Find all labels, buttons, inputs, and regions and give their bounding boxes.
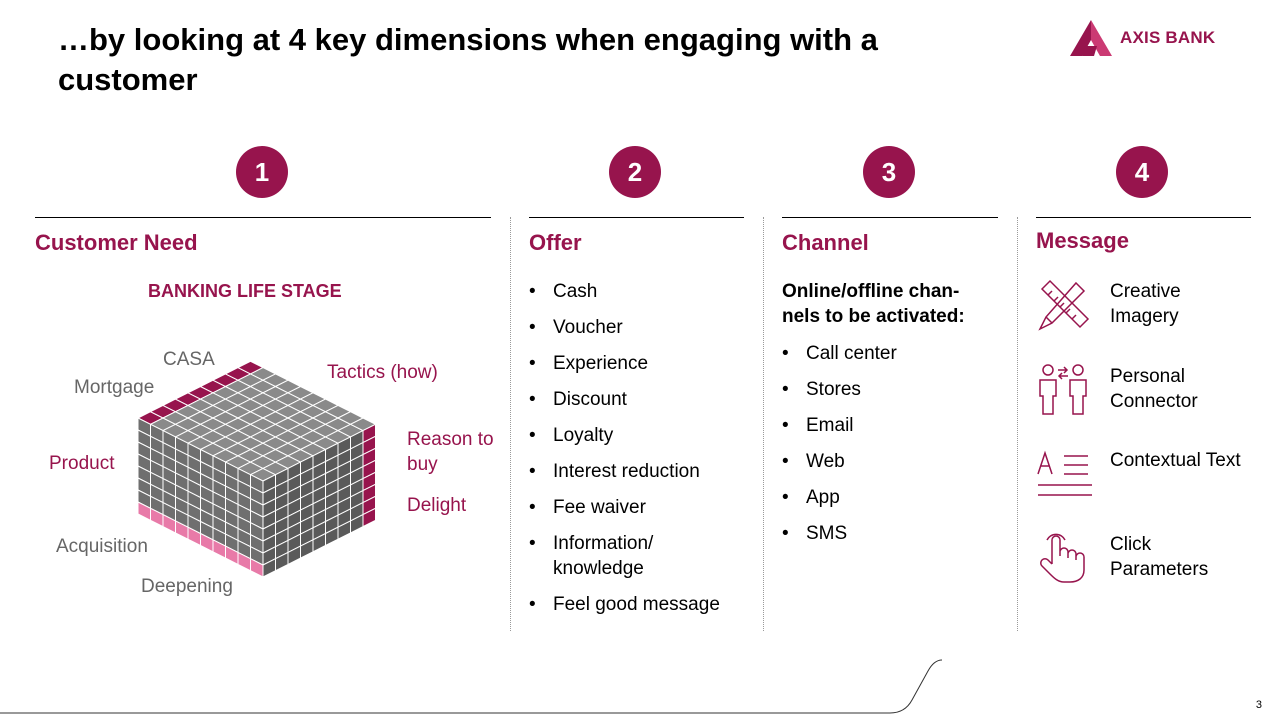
channel-item: App — [782, 485, 982, 510]
cube-label-product: Product — [49, 453, 115, 474]
cube-cell — [362, 507, 376, 528]
customer-need-heading: Customer Need — [35, 230, 198, 255]
number-badge-3: 3 — [863, 146, 915, 198]
offer-item: Fee waiver — [529, 495, 749, 520]
offer-item: Experience — [529, 351, 749, 376]
channel-item: Web — [782, 449, 982, 474]
hand-click-icon — [1040, 533, 1085, 583]
people-exchange-icon — [1039, 364, 1087, 415]
text-lines-icon — [1037, 450, 1092, 496]
channel-item: Call center — [782, 341, 982, 366]
channel-item: Stores — [782, 377, 982, 402]
message-item-label: Click Parameters — [1110, 534, 1209, 580]
page-number: 3 — [1255, 699, 1262, 711]
column-rule-4 — [1036, 217, 1251, 218]
banking-life-stage-label: BANKING LIFE STAGE — [148, 281, 342, 301]
column-rule-2 — [529, 217, 744, 218]
number-badge-1: 1 — [236, 146, 288, 198]
channel-intro: Online/offline chan-nels to be activated… — [782, 281, 965, 327]
cube-label-reason: Reason to buy — [407, 429, 494, 475]
offer-item: Discount — [529, 387, 749, 412]
offer-item: Feel good message — [529, 592, 749, 617]
offer-list: Cash Voucher Experience Discount Loyalty Inte… — [529, 279, 749, 628]
channel-item: Email — [782, 413, 982, 438]
channel-heading: Channel — [782, 230, 869, 255]
cube-label-tactics: Tactics (how) — [327, 362, 438, 383]
cube-label-acquisition: Acquisition — [56, 536, 148, 557]
cube-label-deepening: Deepening — [141, 576, 233, 597]
number-badge-2: 2 — [609, 146, 661, 198]
message-item-label: Personal Connector — [1110, 366, 1198, 412]
pencil-ruler-icon — [1038, 279, 1090, 331]
offer-item: Information/ knowledge — [529, 531, 749, 581]
cube-label-delight: Delight — [407, 495, 467, 516]
message-heading: Message — [1036, 228, 1129, 253]
message-item-label: Creative Imagery — [1110, 281, 1181, 327]
axis-bank-logo-icon — [1070, 20, 1112, 56]
number-badge-4: 4 — [1116, 146, 1168, 198]
offer-item: Cash — [529, 279, 749, 304]
offer-item: Voucher — [529, 315, 749, 340]
cube-label-mortgage: Mortgage — [74, 377, 155, 398]
channel-list: Call center Stores Email Web App SMS — [782, 341, 982, 557]
channel-item: SMS — [782, 521, 982, 546]
axis-bank-logo: AXIS BANK — [1070, 20, 1215, 56]
banking-life-stage-cube — [136, 360, 377, 578]
cube-label-casa: CASA — [163, 349, 215, 370]
offer-item: Loyalty — [529, 423, 749, 448]
column-rule-3 — [782, 217, 998, 218]
slide-title: …by looking at 4 key dimensions when eng… — [58, 22, 878, 97]
offer-item: Interest reduction — [529, 459, 749, 484]
column-divider — [1017, 217, 1018, 631]
logo-text: AXIS BANK — [1120, 28, 1216, 47]
footer-swoosh — [0, 659, 943, 714]
column-divider — [763, 217, 764, 631]
message-item-label: Contextual Text — [1110, 450, 1241, 471]
offer-heading: Offer — [529, 230, 582, 255]
column-rule-1 — [35, 217, 491, 218]
column-divider — [510, 217, 511, 631]
